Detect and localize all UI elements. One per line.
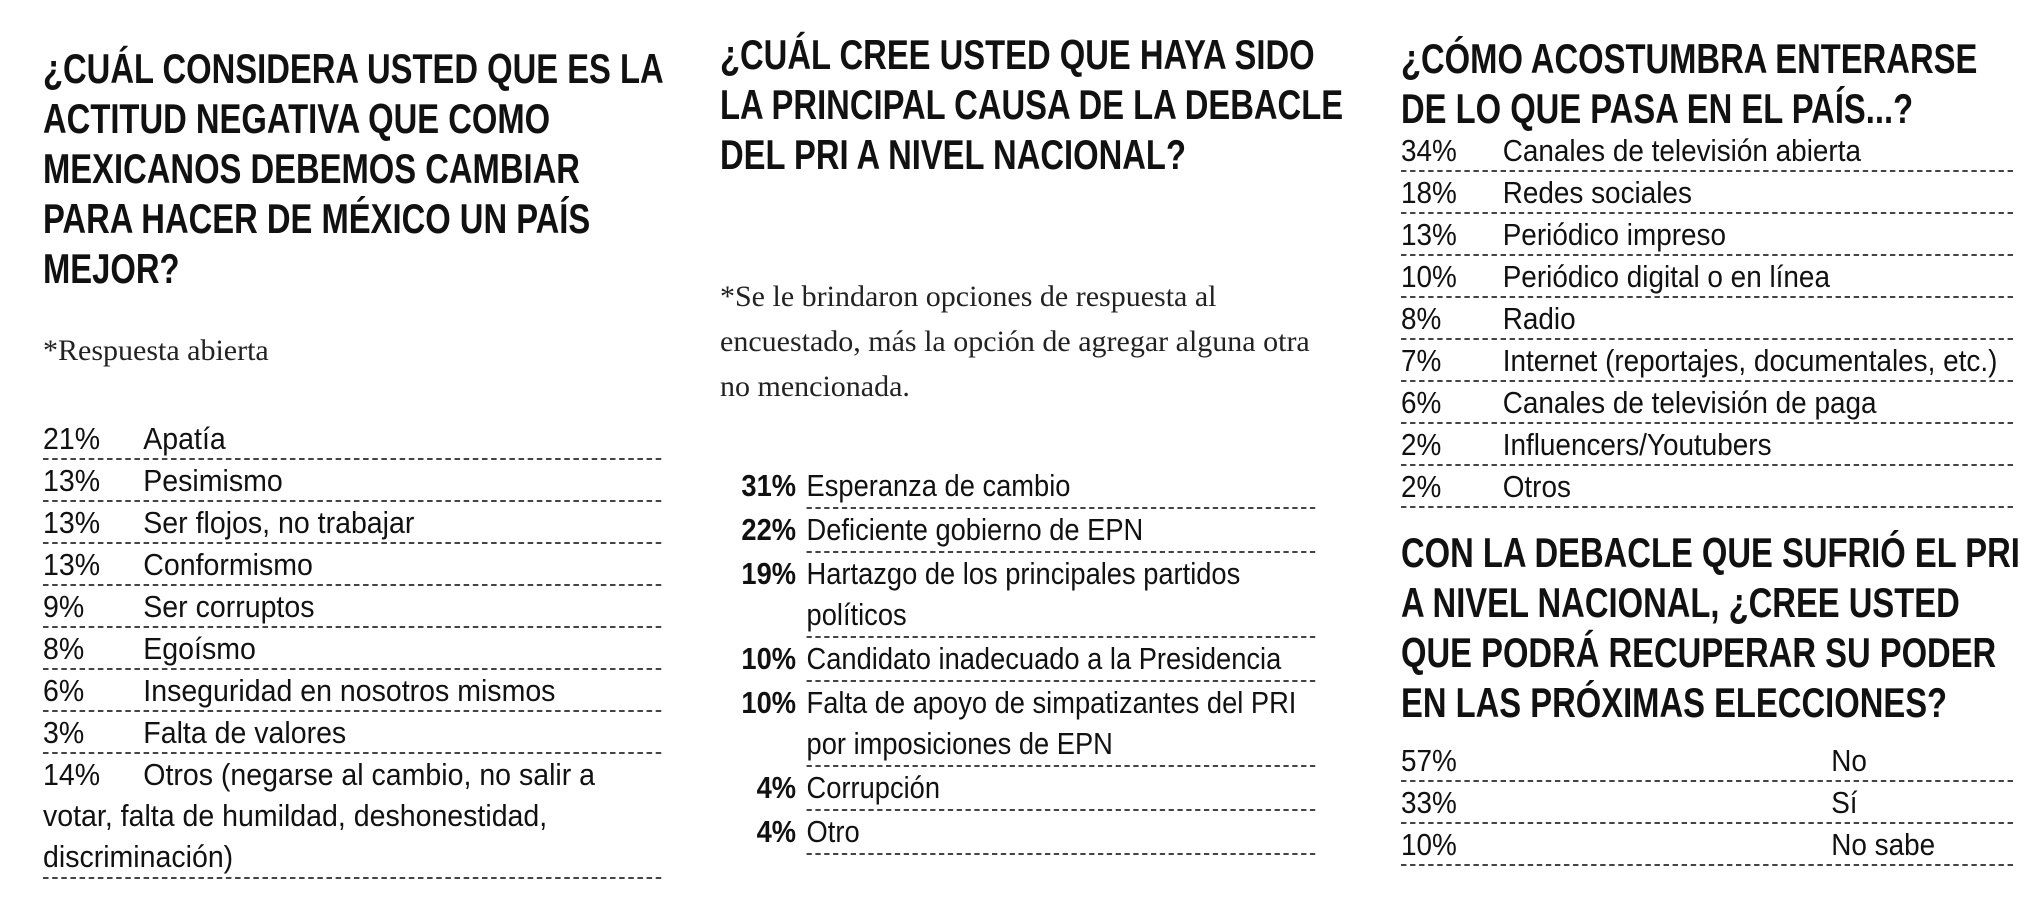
result-percent: 8% — [43, 631, 85, 666]
result-row: 13% Pesimismo — [43, 460, 662, 502]
question-3-title: ¿CÓMO ACOSTUMBRA ENTERARSE DE LO QUE PAS… — [1401, 35, 1978, 132]
result-label: Hartazgo de los principales partidos pol… — [806, 553, 1316, 638]
result-label: Inseguridad en nosotros mismos — [143, 673, 556, 708]
result-row: 19% Hartazgo de los principales partidos … — [708, 553, 1316, 638]
result-label: Candidato inadecuado a la Presidencia — [806, 638, 1316, 682]
result-percent: 3% — [43, 715, 85, 750]
result-row: 3% Falta de valores — [43, 712, 662, 754]
result-percent: 14% — [43, 757, 101, 792]
result-row: 10% Periódico digital o en línea — [1401, 256, 2013, 298]
result-label: Sí — [1831, 785, 1858, 820]
result-percent: 2% — [1401, 427, 1442, 462]
result-row: 13% Ser flojos, no trabajar — [43, 502, 662, 544]
result-row: 10% No sabe — [1401, 824, 2013, 866]
result-percent: 7% — [1401, 343, 1442, 378]
result-row: 6% Canales de televisión de paga — [1401, 382, 2013, 424]
result-label: Periódico impreso — [1502, 217, 1726, 252]
result-row: 10% Falta de apoyo de simpatizantes del P… — [708, 682, 1316, 767]
result-percent: 2% — [1401, 469, 1442, 504]
result-label: No — [1831, 743, 1867, 778]
result-percent: 13% — [1401, 217, 1457, 252]
result-row: 21% Apatía — [43, 418, 662, 460]
result-label: Otro — [806, 811, 1316, 855]
result-row: 13% Conformismo — [43, 544, 662, 586]
question-4-title: CON LA DEBACLE QUE SUFRIÓ EL PRI A NIVEL… — [1401, 529, 2020, 726]
result-percent: 9% — [43, 589, 85, 624]
result-percent: 8% — [1401, 301, 1442, 336]
result-row: 33% Sí — [1401, 782, 2013, 824]
result-percent: 19% — [741, 556, 796, 591]
question-2-title: ¿CUÁL CREE USTED QUE HAYA SIDO LA PRINCI… — [720, 31, 1344, 178]
result-row: 2% Otros — [1401, 466, 2013, 508]
question-2-note: *Se le brindaron opciones de respuesta a… — [720, 280, 1310, 403]
result-label: Corrupción — [806, 767, 1316, 811]
result-row: 18% Redes sociales — [1401, 172, 2013, 214]
result-percent: 18% — [1401, 175, 1457, 210]
result-label: Periódico digital o en línea — [1502, 259, 1830, 294]
result-percent: 10% — [1401, 259, 1457, 294]
result-label: Conformismo — [143, 547, 313, 582]
result-label: Internet (reportajes, documentales, etc.… — [1502, 343, 1998, 378]
result-percent: 22% — [741, 512, 796, 547]
result-percent: 31% — [741, 468, 796, 503]
result-row: 6% Inseguridad en nosotros mismos — [43, 670, 662, 712]
result-percent: 6% — [1401, 385, 1442, 420]
result-percent: 10% — [741, 641, 796, 676]
result-percent: 4% — [756, 770, 796, 805]
result-percent: 21% — [43, 421, 101, 456]
result-row: 14% Otros (negarse al cambio, no salir a … — [43, 754, 662, 879]
result-row: 22% Deficiente gobierno de EPN — [708, 509, 1316, 553]
result-row: 2% Influencers/Youtubers — [1401, 424, 2013, 466]
result-label: Pesimismo — [143, 463, 283, 498]
result-percent: 4% — [756, 814, 796, 849]
result-label: Egoísmo — [143, 631, 256, 666]
result-label: No sabe — [1831, 827, 1936, 862]
result-row: 9% Ser corruptos — [43, 586, 662, 628]
result-percent: 10% — [741, 685, 796, 720]
result-label: Ser corruptos — [143, 589, 315, 624]
result-label: Influencers/Youtubers — [1502, 427, 1772, 462]
result-row: 8% Egoísmo — [43, 628, 662, 670]
result-label: Falta de valores — [143, 715, 347, 750]
result-label: Otros — [1502, 469, 1571, 504]
question-2-results: 31% Esperanza de cambio 22% Deficiente gobi… — [708, 465, 1316, 855]
result-percent: 34% — [1401, 133, 1457, 168]
result-label: Apatía — [143, 421, 226, 456]
result-label: Esperanza de cambio — [806, 465, 1316, 509]
result-label: Redes sociales — [1502, 175, 1692, 210]
result-percent: 33% — [1401, 785, 1457, 820]
result-percent: 57% — [1401, 743, 1457, 778]
result-label: Falta de apoyo de simpatizantes del PRI … — [806, 682, 1316, 767]
result-row: 57% No — [1401, 740, 2013, 782]
result-percent: 10% — [1401, 827, 1457, 862]
result-percent: 13% — [43, 463, 101, 498]
result-percent: 6% — [43, 673, 85, 708]
result-row: 4% Corrupción — [708, 767, 1316, 811]
result-label: Otros (negarse al cambio, no salir a vot… — [43, 757, 596, 874]
result-row: 31% Esperanza de cambio — [708, 465, 1316, 509]
result-row: 7% Internet (reportajes, documentales, et… — [1401, 340, 2013, 382]
question-4-results: 57% No 33% Sí 10% No sabe — [1401, 740, 2013, 866]
result-label: Radio — [1502, 301, 1576, 336]
question-1-title: ¿CUÁL CONSIDERA USTED QUE ES LA ACTITUD … — [43, 45, 663, 292]
result-label: Canales de televisión abierta — [1502, 133, 1861, 168]
result-row: 8% Radio — [1401, 298, 2013, 340]
result-row: 13% Periódico impreso — [1401, 214, 2013, 256]
result-label: Canales de televisión de paga — [1502, 385, 1877, 420]
question-1-note: *Respuesta abierta — [43, 334, 269, 367]
result-label: Deficiente gobierno de EPN — [806, 509, 1316, 553]
result-row: 34% Canales de televisión abierta — [1401, 130, 2013, 172]
question-3-results: 34% Canales de televisión abierta 18% Redes… — [1401, 130, 2013, 508]
question-1-results: 21% Apatía 13% Pesimismo 13% Ser flojos, no t… — [43, 418, 662, 879]
result-row: 4% Otro — [708, 811, 1316, 855]
result-row: 10% Candidato inadecuado a la Presidencia — [708, 638, 1316, 682]
result-percent: 13% — [43, 505, 101, 540]
result-label: Ser flojos, no trabajar — [143, 505, 415, 540]
result-percent: 13% — [43, 547, 101, 582]
